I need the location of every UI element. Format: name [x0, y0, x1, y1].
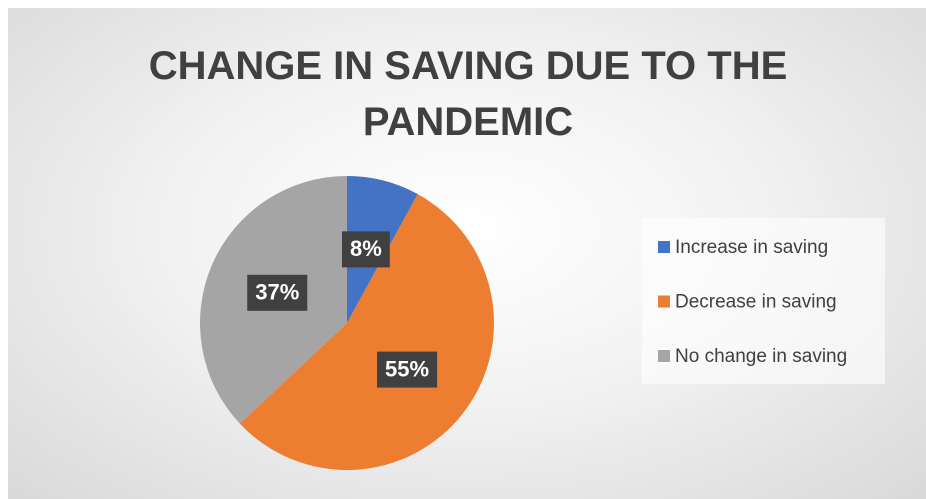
- chart-area: CHANGE IN SAVING DUE TO THE PANDEMIC 8% 5…: [8, 8, 926, 499]
- data-label-box: [377, 351, 438, 388]
- data-label-box: [342, 231, 390, 268]
- data-label: 8%: [342, 231, 390, 268]
- pie-slice: [239, 194, 495, 470]
- data-label-text: 37%: [255, 280, 299, 305]
- data-label-box: [247, 274, 308, 311]
- legend-swatch: [658, 295, 670, 308]
- data-label: 37%: [247, 274, 308, 311]
- legend-swatch: [658, 241, 670, 253]
- legend-label: Decrease in saving: [675, 292, 837, 313]
- data-label-text: 55%: [385, 356, 429, 381]
- legend-label: Increase in saving: [675, 237, 828, 258]
- chart: 8% 55% 37% Increase in saving Decrease in sa…: [199, 176, 885, 470]
- data-label: 55%: [377, 351, 438, 388]
- legend-box: [642, 218, 885, 384]
- legend-label: No change in saving: [675, 346, 847, 367]
- legend-swatch: [658, 350, 670, 362]
- data-label-text: 8%: [350, 236, 382, 261]
- chart-title: CHANGE IN SAVING DUE TO THE PANDEMIC: [148, 44, 788, 144]
